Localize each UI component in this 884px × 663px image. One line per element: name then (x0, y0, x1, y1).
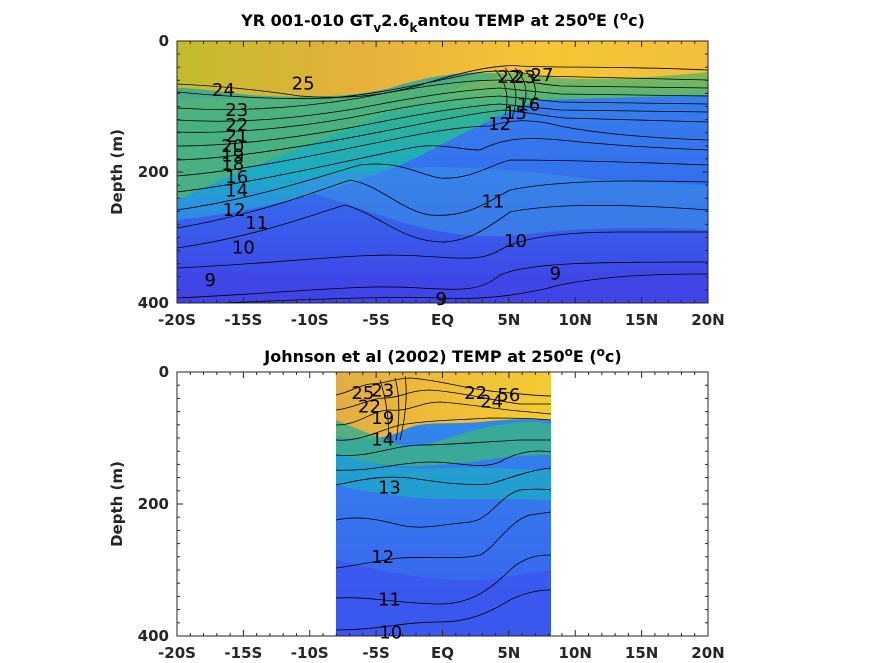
x-tick-label: -20S (158, 644, 196, 662)
model-contours (177, 65, 708, 303)
contour-label: 19 (221, 146, 244, 167)
contour-label: 12 (371, 547, 394, 568)
contour-label: 19 (371, 408, 394, 429)
model-contour-labels: 2524232221201918161412111099910111215162… (204, 65, 561, 310)
obs-contours (336, 375, 551, 631)
x-tick-label: EQ (431, 311, 454, 329)
contour-label: 10 (232, 237, 255, 258)
contour-label: 22 (464, 383, 487, 404)
x-tick-label: 5N (497, 644, 520, 662)
contour-label: 11 (378, 590, 401, 611)
contour-label: 9 (435, 289, 446, 310)
x-tick-label: -15S (224, 311, 262, 329)
contour-label: 23 (371, 380, 394, 401)
contour-label: 13 (378, 478, 401, 499)
contour-label: 16 (225, 167, 248, 188)
model-title: YR 001-010 GTv2.6kantou TEMP at 250oE (o… (240, 9, 645, 35)
contour-label: 23 (225, 100, 248, 121)
x-tick-label: -15S (224, 644, 262, 662)
obs-colorfield (336, 372, 551, 636)
x-tick-label: -20S (158, 311, 196, 329)
contour-label: 21 (225, 126, 248, 147)
contour-label: 24 (480, 392, 503, 413)
obs-ylabel: Depth (m) (108, 461, 126, 547)
x-tick-label: 10N (559, 644, 592, 662)
x-tick-label: EQ (431, 644, 454, 662)
panel-model: -20S -15S -10S -5S EQ 5N 10N 15N 20N 0 200 400 25 24… (108, 9, 725, 329)
contour-label: 24 (212, 80, 235, 101)
contour-label: 22 (358, 396, 381, 417)
y-tick-label: 0 (159, 32, 169, 50)
x-tick-label: -10S (291, 644, 329, 662)
x-tick-label: 20N (691, 644, 724, 662)
contour-label: 9 (550, 264, 561, 285)
contour-label: 56 (497, 385, 520, 406)
contour-label: 22 (225, 115, 248, 136)
contour-label: 16 (517, 95, 540, 116)
contour-label: 15 (504, 103, 527, 124)
y-tick-label: 200 (138, 163, 169, 181)
y-tick-label: 400 (138, 627, 169, 645)
contour-label: 14 (225, 180, 248, 201)
model-ylabel: Depth (m) (108, 129, 126, 215)
contour-label: 25 (351, 383, 374, 404)
x-tick-label: 10N (559, 311, 592, 329)
y-tick-label: 400 (138, 294, 169, 312)
contour-label: 12 (223, 200, 246, 221)
contour-label: 10 (504, 231, 527, 252)
model-ticks: -20S -15S -10S -5S EQ 5N 10N 15N 20N 0 200 400 (138, 32, 725, 329)
contour-label: 18 (221, 154, 244, 175)
model-colorfield (177, 41, 708, 303)
x-tick-label: 15N (625, 311, 658, 329)
contour-label: 12 (488, 114, 511, 135)
contour-label: 20 (221, 136, 244, 157)
obs-ticks: -20S -15S -10S -5S EQ 5N 10N 15N 20N 0 200 400 (138, 363, 725, 662)
x-tick-label: -5S (362, 644, 389, 662)
contour-label: 9 (204, 270, 215, 291)
contour-label: 25 (292, 74, 315, 95)
x-tick-label: 15N (625, 644, 658, 662)
contour-label: 22 (497, 67, 520, 88)
contour-label: 14 (371, 429, 394, 450)
x-tick-label: -5S (362, 311, 389, 329)
obs-title: Johnson et al (2002) TEMP at 250oE (oc) (263, 345, 621, 366)
contour-label: 10 (379, 623, 402, 644)
y-tick-label: 0 (159, 363, 169, 381)
panel-observations: -20S -15S -10S -5S EQ 5N 10N 15N 20N 0 200 400 2523… (108, 345, 725, 662)
x-tick-label: 5N (497, 311, 520, 329)
x-tick-label: -10S (291, 311, 329, 329)
contour-label: 27 (531, 65, 554, 86)
contour-label: 23 (513, 67, 536, 88)
contour-label: 11 (481, 191, 504, 212)
contour-label: 11 (245, 213, 268, 234)
x-tick-label: 20N (691, 311, 724, 329)
y-tick-label: 200 (138, 495, 169, 513)
